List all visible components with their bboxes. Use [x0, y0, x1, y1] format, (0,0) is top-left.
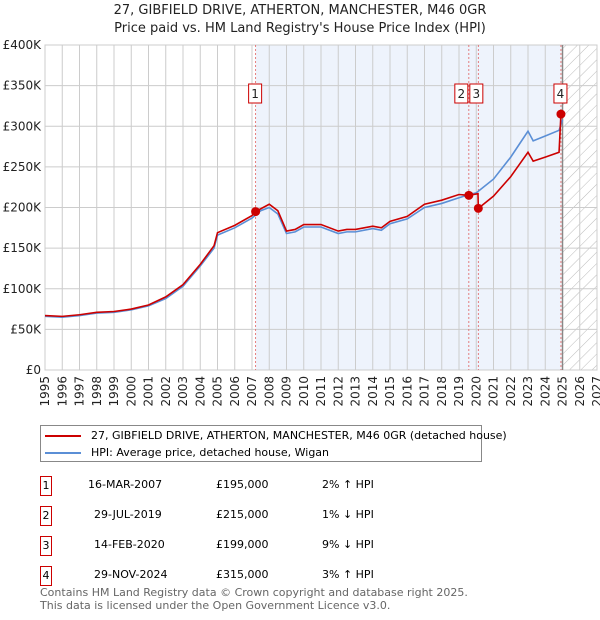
x-tick-label: 1995 [38, 376, 52, 407]
sale-point [464, 190, 474, 200]
footer-line2: This data is licensed under the Open Gov… [40, 599, 391, 612]
x-tick-label: 2013 [349, 376, 363, 407]
y-tick-label: £350K [3, 79, 43, 93]
y-tick-label: £50K [10, 322, 42, 336]
sale-label: 4 [557, 87, 565, 101]
property-price-line [44, 111, 564, 318]
price-chart: 1995 1996 1997 1998 1999 2000 2001 2002 2003 2004… [3, 38, 600, 407]
x-tick-label: 2022 [504, 376, 518, 407]
y-tick-label: £400K [3, 38, 43, 52]
sale-number: 2 [40, 506, 52, 526]
sale-price: £195,000 [216, 478, 269, 491]
x-tick-label: 2027 [590, 376, 600, 407]
y-tick-label: £100K [3, 282, 43, 296]
x-tick-label: 2017 [418, 376, 432, 407]
legend-property: 27, GIBFIELD DRIVE, ATHERTON, MANCHESTER… [91, 429, 507, 442]
sale-row: 1 16-MAR-2007 £195,000 2% ↑ HPI [40, 476, 440, 496]
x-tick-label: 1996 [55, 376, 69, 407]
x-tick-label: 1998 [90, 376, 104, 407]
sale-date: 29-JUL-2019 [94, 508, 162, 521]
hpi-line [44, 119, 564, 318]
sale-row: 2 29-JUL-2019 £215,000 1% ↓ HPI [40, 506, 440, 526]
sale-label: 3 [473, 87, 481, 101]
legend-hpi: HPI: Average price, detached house, Wiga… [91, 446, 330, 459]
x-tick-label: 2018 [435, 376, 449, 407]
x-tick-label: 2016 [400, 376, 414, 407]
sale-row: 4 29-NOV-2024 £315,000 3% ↑ HPI [40, 566, 440, 586]
x-tick-label: 2008 [262, 376, 276, 407]
x-tick-label: 1997 [73, 376, 87, 407]
sale-point [473, 203, 483, 213]
x-tick-label: 2004 [193, 376, 207, 407]
legend-red-line [45, 434, 81, 437]
sale-row: 3 14-FEB-2020 £199,000 9% ↓ HPI [40, 536, 440, 556]
x-tick-label: 2009 [280, 376, 294, 407]
sale-point [556, 109, 566, 119]
sale-date: 14-FEB-2020 [94, 538, 165, 551]
x-tick-label: 2001 [142, 376, 156, 407]
sale-date: 29-NOV-2024 [94, 568, 168, 581]
sale-label-box [553, 83, 568, 104]
legend-blue-line [45, 451, 81, 454]
x-tick-label: 2024 [538, 376, 552, 407]
chart-title: 27, GIBFIELD DRIVE, ATHERTON, MANCHESTER… [113, 3, 487, 18]
x-tick-label: 2002 [159, 376, 173, 407]
sale-price: £215,000 [216, 508, 269, 521]
x-tick-label: 2003 [176, 376, 190, 407]
sale-label-box [248, 83, 263, 104]
sale-number: 3 [40, 536, 52, 556]
sale-label: 1 [251, 87, 259, 101]
sale-label-box [469, 83, 484, 104]
sale-label: 2 [458, 87, 466, 101]
y-tick-label: £250K [3, 160, 43, 174]
sale-number: 1 [40, 476, 52, 496]
y-tick-label: £150K [3, 241, 43, 255]
sale-date: 16-MAR-2007 [88, 478, 163, 491]
x-tick-label: 2021 [487, 376, 501, 407]
sale-label-box [454, 83, 469, 104]
x-tick-label: 2000 [124, 376, 138, 407]
chart-subtitle: Price paid vs. HM Land Registry's House … [114, 21, 486, 36]
y-tick-label: £200K [3, 201, 43, 215]
x-tick-label: 2011 [314, 376, 328, 407]
sale-hpi-diff: 1% ↓ HPI [322, 508, 374, 521]
footer-line1: Contains HM Land Registry data © Crown c… [40, 586, 468, 599]
x-tick-label: 1999 [107, 376, 121, 407]
y-tick-label: £300K [3, 119, 43, 133]
x-tick-label: 2026 [573, 376, 587, 407]
legend: 27, GIBFIELD DRIVE, ATHERTON, MANCHESTER… [40, 425, 507, 462]
x-tick-label: 2012 [331, 376, 345, 407]
x-tick-label: 2023 [521, 376, 535, 407]
x-tick-label: 2014 [366, 376, 380, 407]
x-tick-label: 2006 [228, 376, 242, 407]
x-tick-label: 2025 [556, 376, 570, 407]
sale-hpi-diff: 9% ↓ HPI [322, 538, 374, 551]
sale-number: 4 [40, 566, 52, 586]
footer: Contains HM Land Registry data © Crown c… [40, 586, 468, 612]
x-tick-label: 2019 [452, 376, 466, 407]
x-tick-label: 2010 [297, 376, 311, 407]
x-tick-label: 2007 [245, 376, 259, 407]
sale-hpi-diff: 3% ↑ HPI [322, 568, 374, 581]
y-tick-label: £0 [26, 363, 41, 377]
sale-price: £315,000 [216, 568, 269, 581]
x-tick-label: 2015 [383, 376, 397, 407]
sale-price: £199,000 [216, 538, 269, 551]
x-tick-label: 2020 [469, 376, 483, 407]
x-tick-label: 2005 [211, 376, 225, 407]
sale-hpi-diff: 2% ↑ HPI [322, 478, 374, 491]
sale-point [251, 207, 261, 217]
